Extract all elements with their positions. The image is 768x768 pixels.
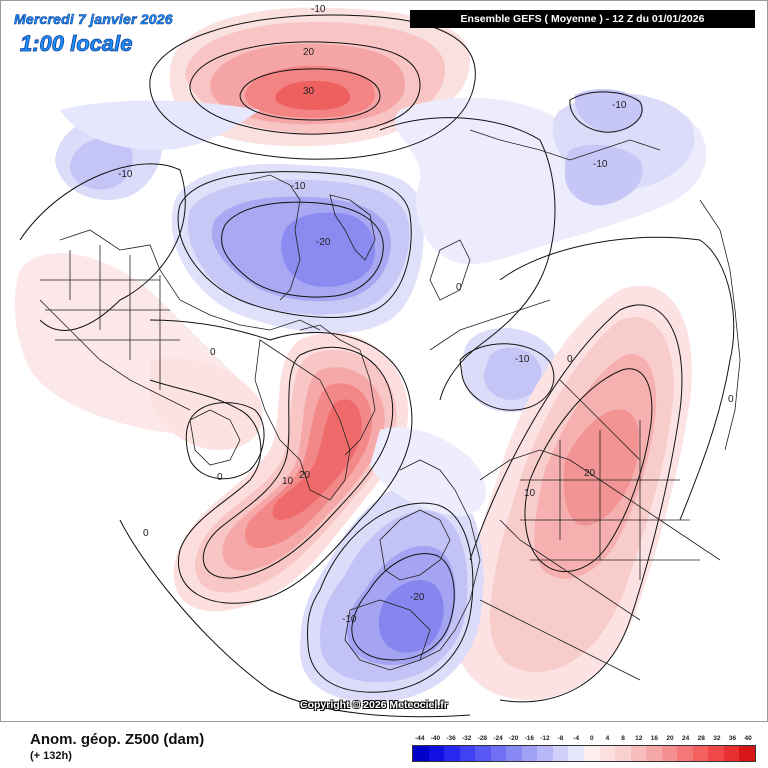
legend-swatch [428, 746, 445, 761]
contour-label: -10 [118, 169, 133, 180]
legend-swatch [646, 746, 662, 761]
legend-swatch [459, 746, 476, 761]
forecast-date: Mercredi 7 janvier 2026 [14, 11, 173, 28]
legend-swatch [521, 746, 538, 761]
legend-tick-label: -16 [524, 735, 534, 742]
legend-tick-label: -44 [415, 735, 425, 742]
legend-swatch [661, 746, 678, 761]
contour-label: 0 [143, 528, 149, 539]
legend-swatch [584, 746, 600, 761]
legend-tick-label: 24 [682, 735, 690, 742]
legend-swatch [537, 746, 553, 761]
legend-swatch [739, 746, 756, 761]
contour-label: 10 [282, 476, 294, 487]
legend-tick-label: 28 [697, 735, 705, 742]
legend-tick-label: 0 [590, 735, 594, 742]
greenland-positive-anomaly [173, 332, 409, 612]
legend-swatch [475, 746, 491, 761]
contour-label: -10 [342, 614, 357, 625]
contour-label: -10 [311, 4, 326, 15]
color-scale-legend [412, 745, 756, 762]
legend-tick-label: 20 [666, 735, 674, 742]
legend-tick-label: -4 [573, 735, 580, 742]
contour-label: 20 [299, 470, 311, 481]
contour-labels: 30 20 -10 -10 -10 -20 -10 -10 -10 0 0 0 … [118, 4, 734, 625]
forecast-local-time: 1:00 locale [20, 31, 133, 57]
legend-swatch [599, 746, 616, 761]
north-america-positive [14, 253, 263, 450]
legend-tick-label: -36 [446, 735, 456, 742]
contour-label: -10 [515, 354, 530, 365]
contour-label: 30 [303, 86, 315, 97]
legend-swatch [708, 746, 724, 761]
contour-label: -20 [410, 592, 425, 603]
legend-swatch [677, 746, 693, 761]
legend-swatch [615, 746, 631, 761]
field-label: Anom. géop. Z500 (dam) [30, 731, 205, 748]
contour-label: -10 [593, 159, 608, 170]
legend-tick-label: 40 [744, 735, 752, 742]
copyright-notice: Copyright © 2026 Meteociel.fr [300, 699, 448, 711]
legend-swatch [630, 746, 647, 761]
contour-label: 0 [210, 347, 216, 358]
legend-tick-label: -8 [557, 735, 564, 742]
legend-swatch [692, 746, 709, 761]
lead-time-label: (+ 132h) [30, 750, 72, 762]
legend-swatch [552, 746, 569, 761]
legend-swatch [444, 746, 460, 761]
legend-tick-label: 36 [728, 735, 737, 742]
run-info-banner: Ensemble GEFS ( Moyenne ) - 12 Z du 01/0… [410, 10, 755, 28]
legend-tick-label: -28 [477, 735, 488, 742]
legend-tick-label: 4 [605, 735, 610, 742]
legend-tick-label: -12 [540, 735, 550, 742]
legend-tick-label: 32 [713, 735, 721, 742]
legend-tick-label: 12 [635, 735, 643, 742]
legend-swatch [413, 746, 429, 761]
contour-label: 0 [728, 394, 734, 405]
legend-tick-label: -40 [430, 735, 441, 742]
contour-label: 20 [303, 47, 315, 58]
legend-swatch [723, 746, 740, 761]
legend-swatch [490, 746, 507, 761]
contour-label: 20 [584, 468, 596, 479]
contour-label: 0 [567, 354, 573, 365]
legend-tick-label: 16 [650, 735, 658, 742]
contour-label: -10 [291, 181, 306, 192]
legend-tick-label: -20 [508, 735, 519, 742]
legend-swatch [506, 746, 522, 761]
legend-swatch [568, 746, 585, 761]
asia-positive-anomaly [458, 285, 692, 700]
contour-label: 0 [217, 472, 223, 483]
legend-tick-label: -32 [462, 735, 472, 742]
contour-lines [19, 14, 735, 718]
contour-label: -20 [316, 237, 331, 248]
legend-tick-label: -24 [493, 735, 503, 742]
legend-tick-label: 8 [621, 735, 625, 742]
coastlines [39, 129, 741, 681]
contour-label: -10 [612, 100, 627, 111]
contour-label: 10 [524, 488, 536, 499]
contour-label: 0 [456, 282, 462, 293]
arctic-weak-negative [394, 88, 707, 413]
legend-tick-row: -44 -40 -36 -32 -28 -24 -20 -16 -12 -8 -4 0 4 8 12 16 20… [412, 735, 756, 745]
